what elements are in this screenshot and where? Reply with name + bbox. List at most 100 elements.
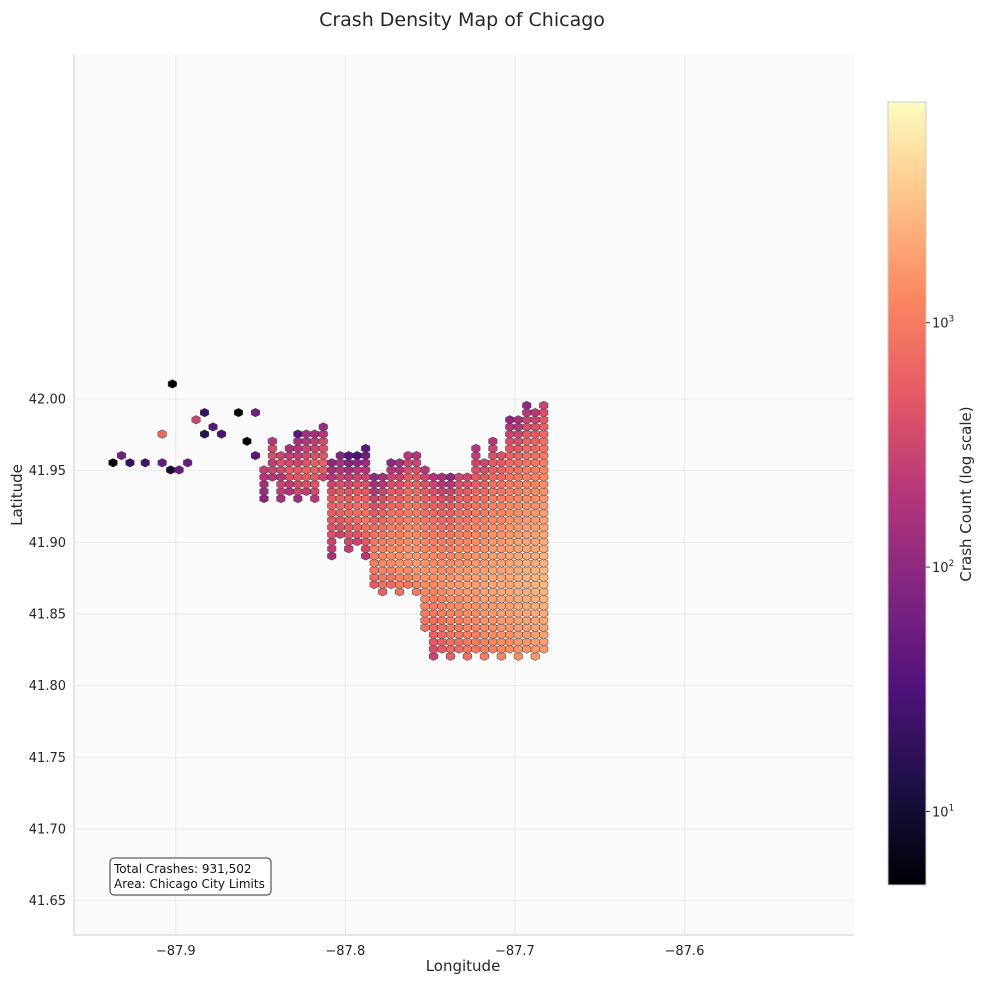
y-tick-label: 41.75 <box>29 751 66 766</box>
plot-area <box>74 55 854 935</box>
hex-bin <box>259 486 269 496</box>
hex-bin <box>539 501 549 511</box>
hex-bin <box>310 486 320 496</box>
hex-bin <box>437 472 447 482</box>
hex-bin <box>522 400 532 410</box>
hex-bin <box>276 451 286 461</box>
hex-bin <box>539 508 549 518</box>
hex-bin <box>301 429 311 439</box>
y-tick-label: 42.00 <box>29 392 66 407</box>
hex-bin <box>539 594 549 604</box>
colorbar-tick-label: 101 <box>932 803 954 820</box>
hex-bin <box>539 637 549 647</box>
hex-bin <box>539 422 549 432</box>
hex-bin <box>496 651 506 661</box>
hex-bin <box>471 451 481 461</box>
hex-bin <box>250 451 260 461</box>
hex-bin <box>233 408 243 418</box>
hex-bin <box>208 422 218 432</box>
hex-bin <box>412 451 422 461</box>
hex-bin <box>539 601 549 611</box>
hex-bin <box>530 408 540 418</box>
y-tick-label: 41.85 <box>29 607 66 622</box>
hex-bin <box>361 465 371 475</box>
hex-bin <box>310 494 320 504</box>
y-axis-ticks: 41.65 41.70 41.75 41.80 41.85 41.90 41.95 42.00 <box>29 392 66 909</box>
hex-bin <box>539 408 549 418</box>
hex-bin <box>378 587 388 597</box>
hex-bin <box>454 472 464 482</box>
hex-bin <box>174 465 184 475</box>
hex-bin <box>471 443 481 453</box>
hex-bin <box>310 479 320 489</box>
hex-bin <box>217 429 227 439</box>
hex-bin <box>250 408 260 418</box>
y-tick-label: 41.65 <box>29 894 66 909</box>
hex-bin <box>125 458 135 468</box>
hex-bin <box>344 451 354 461</box>
hexbin-layer <box>108 379 549 661</box>
hex-bin <box>539 479 549 489</box>
hex-bin <box>327 544 337 554</box>
hex-bin <box>539 587 549 597</box>
x-tick-label: −87.9 <box>156 944 196 959</box>
hex-bin <box>539 551 549 561</box>
hex-bin <box>378 472 388 482</box>
hex-bin <box>327 458 337 468</box>
hex-bin <box>335 451 345 461</box>
hex-bin <box>539 608 549 618</box>
hex-bin <box>539 558 549 568</box>
hex-bin <box>462 651 472 661</box>
hex-bin <box>539 565 549 575</box>
hex-bin <box>462 472 472 482</box>
hex-bin <box>284 443 294 453</box>
hex-bin <box>479 651 489 661</box>
hex-bin <box>108 458 118 468</box>
hex-bin <box>539 436 549 446</box>
hex-bin <box>369 472 379 482</box>
hex-bin <box>293 429 303 439</box>
hex-bin <box>166 465 176 475</box>
hex-bin <box>479 458 489 468</box>
y-tick-label: 41.95 <box>29 464 66 479</box>
hex-bin <box>513 415 523 425</box>
hex-bin <box>539 494 549 504</box>
hex-bin <box>395 587 405 597</box>
hex-bin <box>445 472 455 482</box>
hex-bin <box>293 494 303 504</box>
hex-bin <box>488 436 498 446</box>
colorbar-tick-label: 102 <box>932 559 954 576</box>
hex-bin <box>539 544 549 554</box>
hex-bin <box>116 451 126 461</box>
hex-bin <box>539 443 549 453</box>
x-axis-title: Longitude <box>426 957 501 975</box>
hex-bin <box>183 458 193 468</box>
hex-bin <box>428 472 438 482</box>
hex-bin <box>276 494 286 504</box>
hex-bin <box>395 458 405 468</box>
hex-bin <box>539 515 549 525</box>
hex-bin <box>539 580 549 590</box>
hex-bin <box>539 429 549 439</box>
hex-bin <box>412 458 422 468</box>
colorbar-tick-label: 103 <box>932 315 954 332</box>
x-tick-label: −87.7 <box>495 944 535 959</box>
hex-bin <box>530 651 540 661</box>
hex-bin <box>539 615 549 625</box>
hex-bin <box>318 451 328 461</box>
hex-bin <box>318 422 328 432</box>
colorbar-label: Crash Count (log scale) <box>957 406 975 581</box>
hex-bin <box>420 465 430 475</box>
hex-bin <box>361 451 371 461</box>
hex-bin <box>513 651 523 661</box>
y-tick-label: 41.70 <box>29 822 66 837</box>
hex-bin <box>200 408 210 418</box>
hex-bin <box>539 630 549 640</box>
hex-bin <box>191 415 201 425</box>
hex-bin <box>352 451 362 461</box>
hex-bin <box>157 458 167 468</box>
hex-bin <box>318 429 328 439</box>
hex-bin <box>386 458 396 468</box>
chart-title: Crash Density Map of Chicago <box>319 9 605 31</box>
